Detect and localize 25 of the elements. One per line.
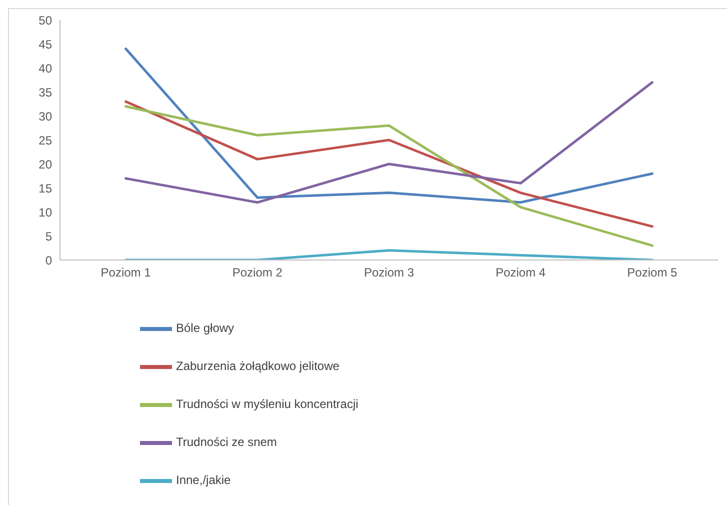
y-tick-label: 50 xyxy=(38,13,52,28)
line-series xyxy=(124,100,654,228)
y-tick-label: 5 xyxy=(45,229,52,244)
legend-label: Bóle głowy xyxy=(176,321,234,335)
line-series xyxy=(124,81,654,204)
legend-label: Trudności w myśleniu koncentracji xyxy=(176,397,358,411)
y-tick-label: 10 xyxy=(38,205,52,220)
y-tick-label: 40 xyxy=(38,61,52,76)
y-tick-label: 30 xyxy=(38,109,52,124)
y-tick-label: 0 xyxy=(45,253,52,268)
y-tick-label: 15 xyxy=(38,181,52,196)
x-tick-label: Poziom 1 xyxy=(100,266,152,280)
y-tick-label: 45 xyxy=(38,37,52,52)
x-tick-label: Poziom 3 xyxy=(364,266,414,280)
legend-label: Zaburzenia żołądkowo jelitowe xyxy=(176,359,340,373)
y-tick-label: 25 xyxy=(38,133,52,148)
x-tick-label: Poziom 5 xyxy=(627,266,678,280)
line-series xyxy=(124,105,654,247)
x-tick-label: Poziom 2 xyxy=(232,266,283,280)
y-tick-label: 35 xyxy=(38,85,52,100)
x-tick-label: Poziom 4 xyxy=(496,266,546,280)
legend-label: Trudności ze snem xyxy=(176,435,277,449)
line-series xyxy=(124,48,654,204)
y-tick-label: 20 xyxy=(38,157,52,172)
legend-label: Inne,/jakie xyxy=(176,473,231,487)
